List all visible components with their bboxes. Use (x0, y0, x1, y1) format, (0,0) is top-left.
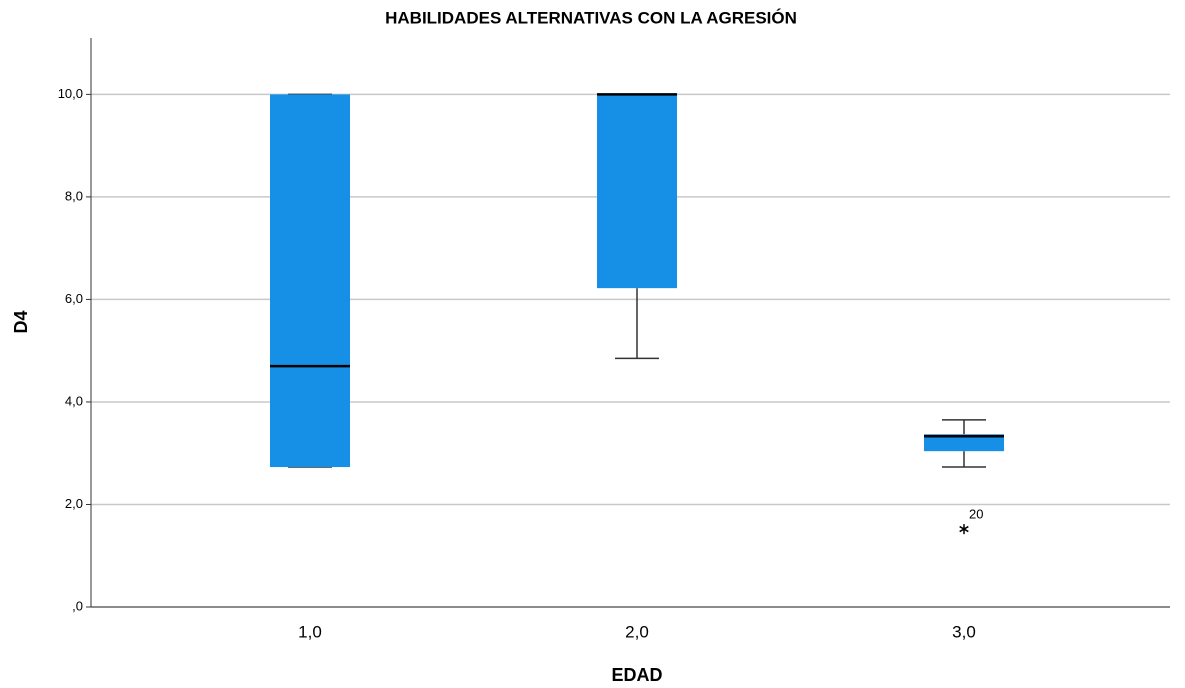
box (597, 94, 677, 289)
y-tick-label: ,0 (72, 598, 83, 613)
x-tick-label: 1,0 (298, 622, 322, 641)
x-tick-label: 3,0 (952, 622, 976, 641)
y-tick-label: 8,0 (65, 188, 83, 203)
x-axis-label: EDAD (611, 665, 662, 685)
y-tick-label: 6,0 (65, 291, 83, 306)
box (924, 434, 1004, 452)
y-tick-label: 4,0 (65, 393, 83, 408)
box (270, 94, 350, 468)
chart-title: HABILIDADES ALTERNATIVAS CON LA AGRESIÓN (385, 8, 797, 27)
y-tick-label: 2,0 (65, 496, 83, 511)
y-axis-label: D4 (11, 310, 31, 333)
x-tick-label: 2,0 (625, 622, 649, 641)
outlier-label: 20 (969, 507, 983, 522)
y-tick-label: 10,0 (58, 86, 83, 101)
outlier (959, 524, 969, 535)
